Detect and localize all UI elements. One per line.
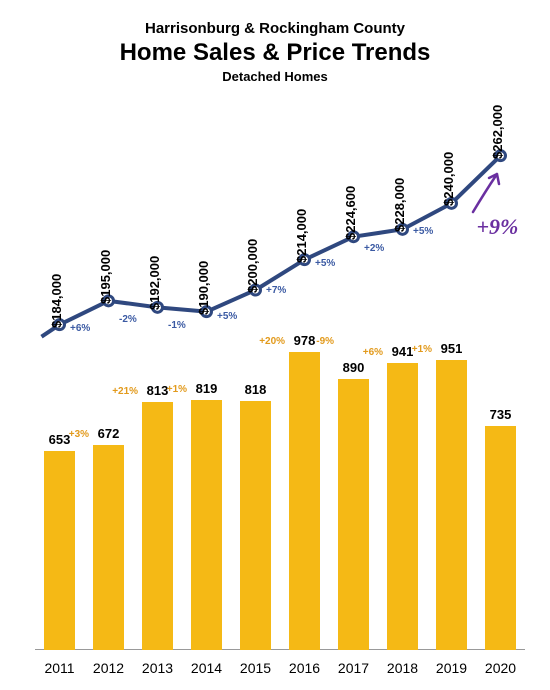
- bar-value-label: 672: [93, 426, 124, 441]
- title-block: Harrisonburg & Rockingham County Home Sa…: [0, 0, 550, 84]
- price-label: $224,600: [343, 185, 358, 239]
- bar-value-label: 819: [191, 381, 222, 396]
- bar: [240, 401, 271, 650]
- x-axis-label: 2017: [329, 660, 378, 676]
- price-label: $262,000: [490, 104, 505, 158]
- price-line: [35, 95, 525, 355]
- x-axis-label: 2018: [378, 660, 427, 676]
- line-pct-label: +5%: [413, 226, 433, 237]
- bar: [142, 402, 173, 650]
- bar-value-label: 818: [240, 382, 271, 397]
- x-axis-label: 2014: [182, 660, 231, 676]
- plot-area: 653672+3%813+21%819+1%818978+20%890-9%94…: [35, 95, 525, 650]
- x-axis-label: 2013: [133, 660, 182, 676]
- bar: [93, 445, 124, 650]
- callout-arrow: [461, 164, 521, 224]
- line-area: $184,000 $195,000 +6% $192,000 -2% $190,000 -1…: [35, 95, 525, 355]
- x-axis-label: 2011: [35, 660, 84, 676]
- price-label: $200,000: [245, 239, 260, 293]
- bar-pct-label: +3%: [69, 429, 89, 440]
- x-axis-label: 2012: [84, 660, 133, 676]
- bar-value-label: 890: [338, 360, 369, 375]
- chart-title: Home Sales & Price Trends: [0, 39, 550, 67]
- bar: [44, 451, 75, 650]
- line-pct-label: -1%: [168, 320, 186, 331]
- price-label: $184,000: [49, 273, 64, 327]
- price-label: $228,000: [392, 178, 407, 232]
- line-pct-label: +5%: [315, 258, 335, 269]
- bar: [387, 363, 418, 650]
- bar: [338, 379, 369, 650]
- bar-value-label: 735: [485, 407, 516, 422]
- subtitle: Detached Homes: [0, 69, 550, 84]
- supertitle: Harrisonburg & Rockingham County: [0, 20, 550, 37]
- price-label: $192,000: [147, 256, 162, 310]
- price-label: $240,000: [441, 152, 456, 206]
- line-pct-label: +2%: [364, 243, 384, 254]
- bar-pct-label: +1%: [167, 384, 187, 395]
- bar-pct-label: +21%: [112, 386, 138, 397]
- price-label: $214,000: [294, 208, 309, 262]
- line-pct-label: -2%: [119, 314, 137, 325]
- price-label: $195,000: [98, 250, 113, 304]
- bar: [289, 352, 320, 650]
- x-axis-label: 2020: [476, 660, 525, 676]
- bar: [191, 400, 222, 650]
- chart-container: Harrisonburg & Rockingham County Home Sa…: [0, 0, 550, 690]
- line-pct-label: +7%: [266, 285, 286, 296]
- bar: [485, 426, 516, 650]
- line-pct-label: +5%: [217, 311, 237, 322]
- bar: [436, 360, 467, 650]
- x-axis-label: 2016: [280, 660, 329, 676]
- x-axis-label: 2019: [427, 660, 476, 676]
- x-axis-label: 2015: [231, 660, 280, 676]
- price-label: $190,000: [196, 260, 211, 314]
- line-pct-label: +6%: [70, 323, 90, 334]
